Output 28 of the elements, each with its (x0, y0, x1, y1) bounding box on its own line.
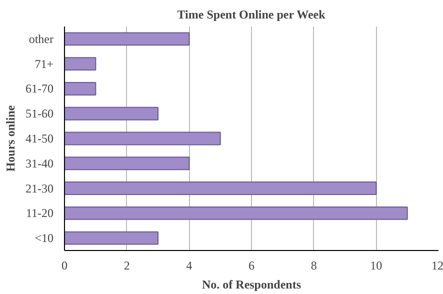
x-tick-label: 6 (248, 258, 254, 272)
y-tick-label: 71+ (34, 56, 54, 71)
y-axis-title: Hours online (4, 104, 18, 172)
x-axis-title: No. of Respondents (202, 278, 302, 292)
y-tick-label: other (28, 32, 54, 46)
y-tick-label: 51-60 (26, 106, 54, 121)
y-tick-label: <10 (34, 231, 54, 246)
y-tick-label: 31-40 (26, 156, 54, 170)
bar (64, 82, 96, 96)
bar (64, 156, 190, 170)
bar (64, 182, 377, 195)
bar (64, 106, 158, 120)
x-tick-label: 12 (432, 258, 443, 272)
chart-title: Time Spent Online per Week (177, 8, 326, 22)
bar (64, 132, 221, 146)
bar (64, 32, 190, 46)
bar (64, 206, 408, 220)
bar (64, 57, 96, 71)
y-tick-label: 11-20 (26, 206, 54, 220)
x-tick-label: 10 (370, 258, 382, 272)
x-tick-label: 4 (186, 258, 192, 272)
y-tick-label: 21-30 (26, 181, 54, 196)
x-tick-label: 8 (310, 258, 317, 272)
x-tick-label: 2 (124, 258, 130, 272)
y-tick-label: 41-50 (26, 132, 54, 146)
bar (64, 231, 158, 245)
y-tick-label: 61-70 (26, 82, 54, 96)
x-tick-label: 0 (62, 258, 68, 272)
